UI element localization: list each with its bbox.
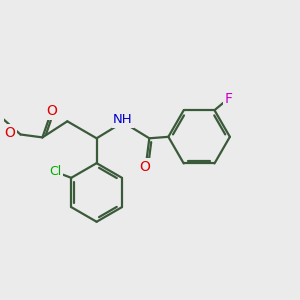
Text: Cl: Cl [49,166,61,178]
Text: O: O [46,104,57,118]
Text: NH: NH [113,113,133,126]
Text: O: O [140,160,150,174]
Text: O: O [4,126,15,140]
Text: F: F [224,92,232,106]
